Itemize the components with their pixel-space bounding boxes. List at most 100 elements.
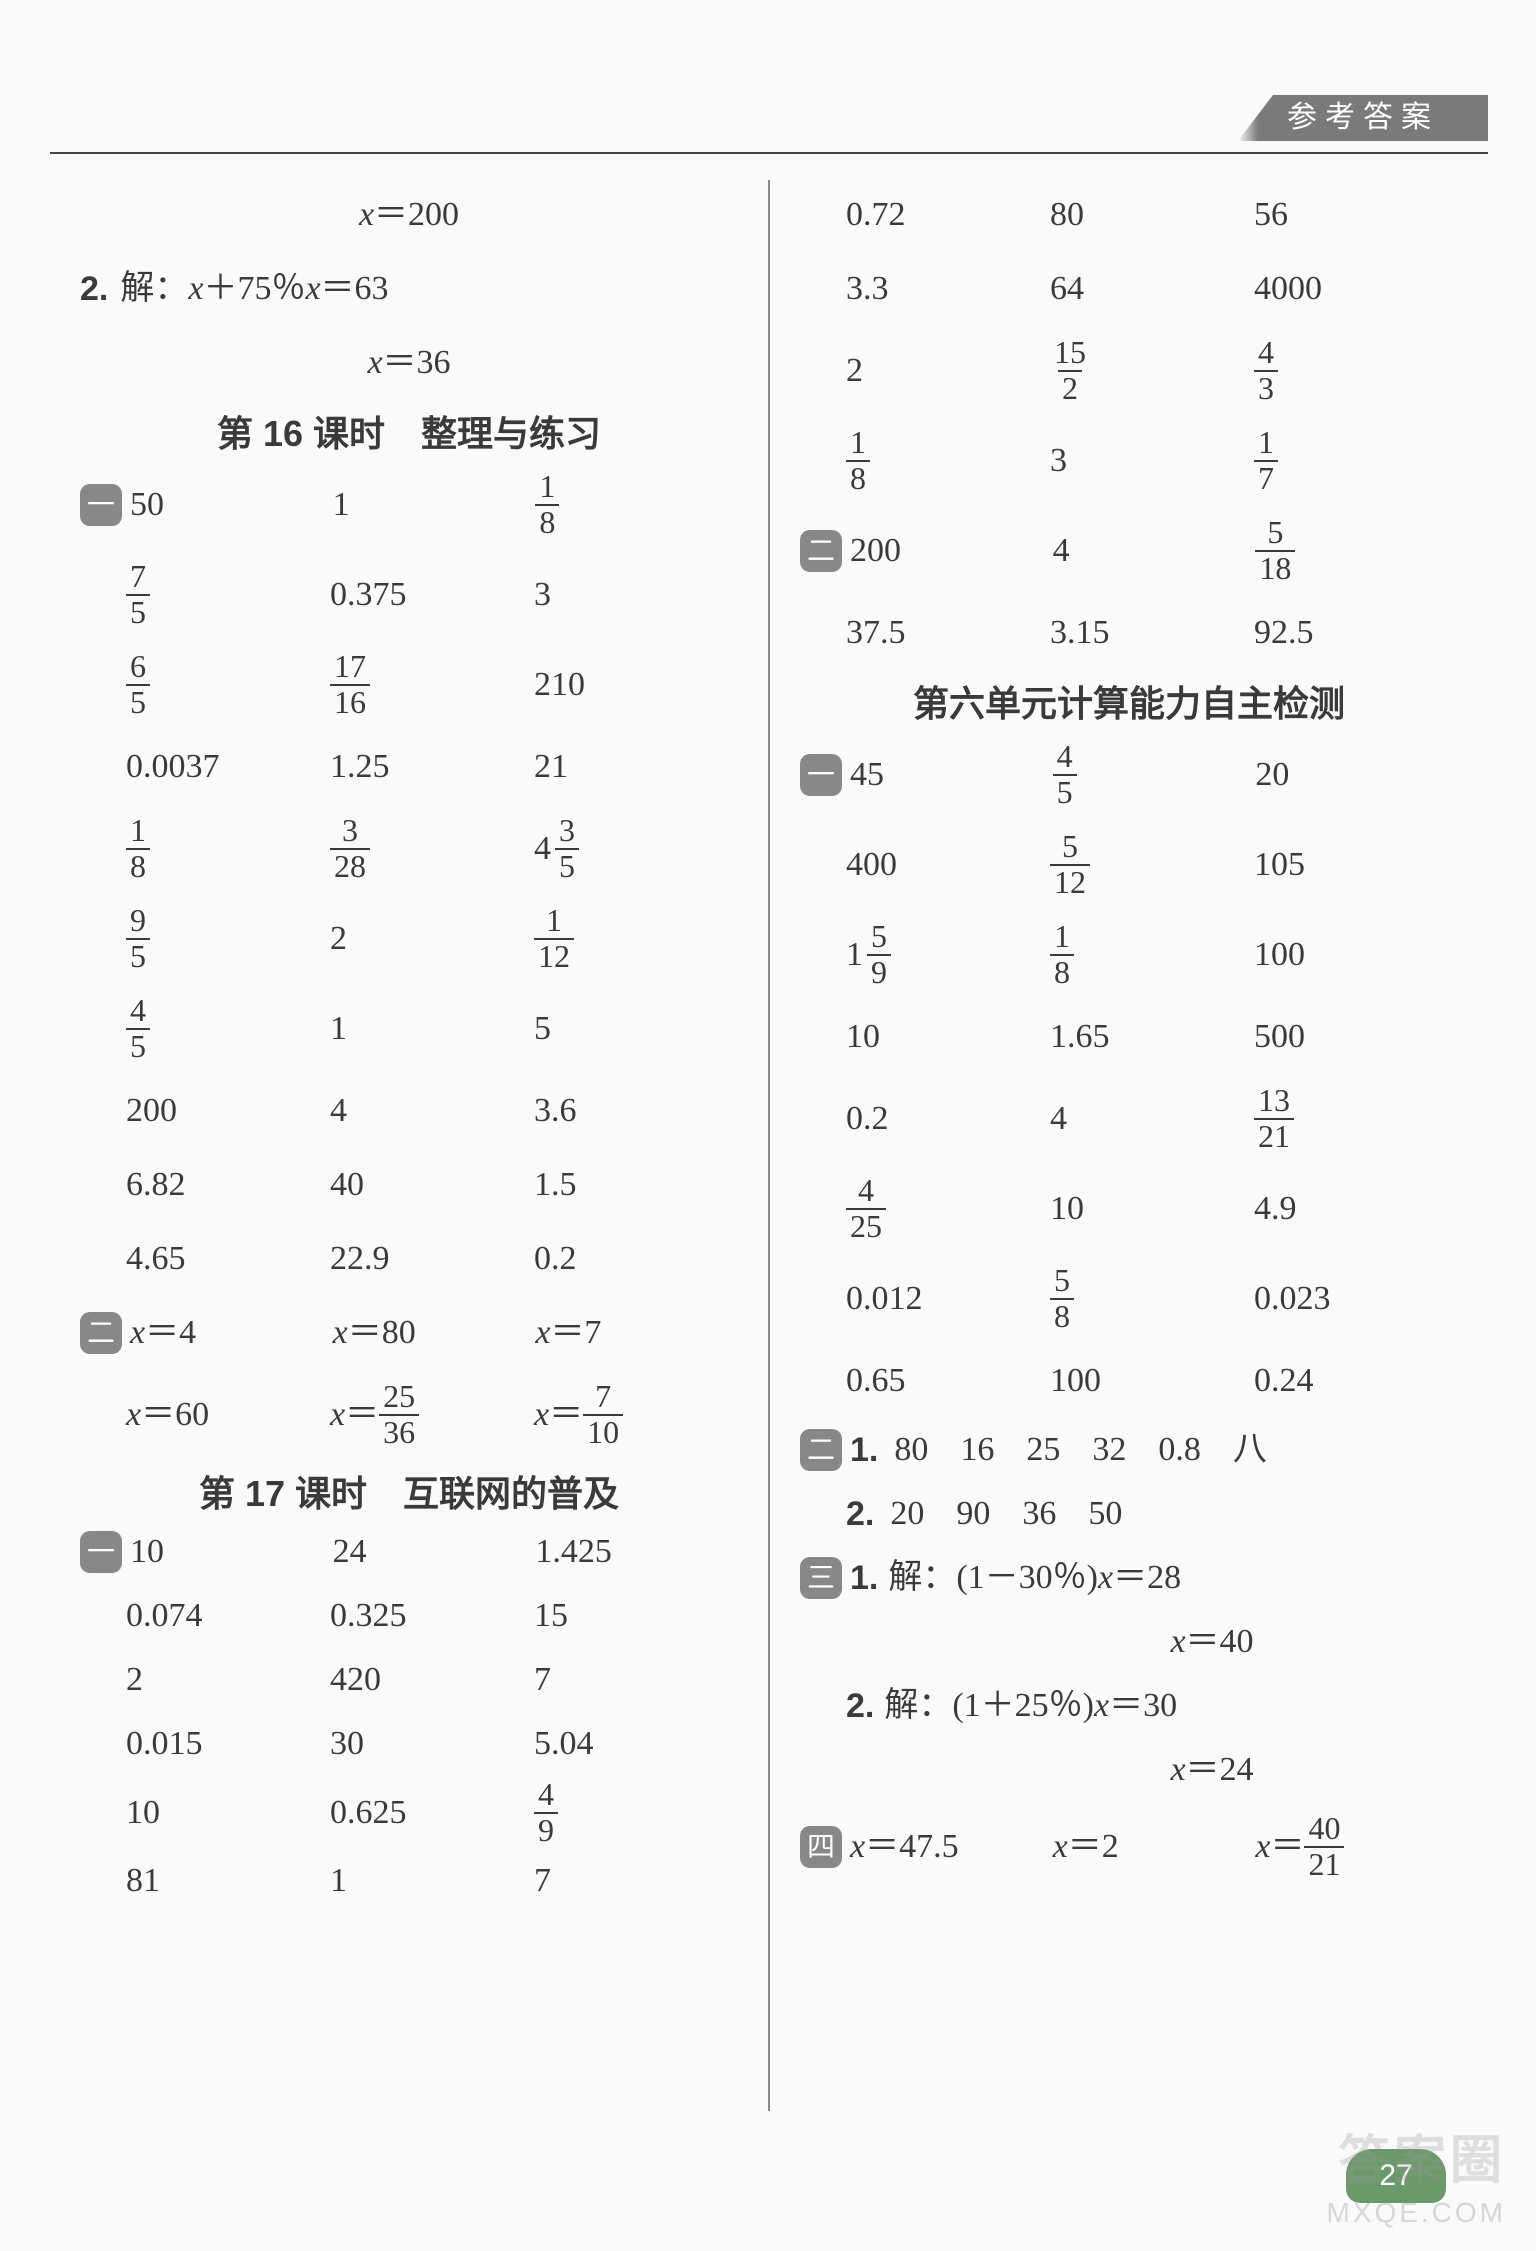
section-title: 第六单元计算能力自主检测 xyxy=(800,686,1458,722)
answer-cell: 18 xyxy=(1050,920,1254,989)
answer-cell: 7 xyxy=(534,1663,738,1697)
answer-cell: 400 xyxy=(846,848,1050,882)
fraction: 35 xyxy=(555,814,579,883)
section-badge: 一 xyxy=(80,1531,122,1573)
fraction: 1321 xyxy=(1254,1084,1294,1153)
section-badge: 一 xyxy=(80,484,122,526)
fraction: 328 xyxy=(330,814,370,883)
answer-row: 425104.9 xyxy=(846,1166,1458,1252)
answer-group-3: 一10241.4250.0740.32515242070.015305.0410… xyxy=(80,1522,738,1911)
answer-cell: 4000 xyxy=(1254,272,1458,306)
answer-value: 32 xyxy=(1092,1433,1126,1467)
fraction: 710 xyxy=(583,1380,623,1449)
answer-cell: 0.325 xyxy=(330,1599,534,1633)
answer-group-3: 二 1. 801625320.8八 2. 20903650 xyxy=(800,1420,1458,1544)
answer-row: 8117 xyxy=(126,1851,738,1911)
answer-group-1: 二200451837.53.1592.5 xyxy=(800,508,1458,668)
answer-cell: 92.5 xyxy=(1254,616,1458,650)
answer-cell: 512 xyxy=(1050,830,1254,899)
answer-cell: 100 xyxy=(1254,938,1458,972)
answer-row: 0.015305.04 xyxy=(126,1714,738,1774)
section-title: 第 16 课时 整理与练习 xyxy=(80,416,738,452)
answer-cell: 64 xyxy=(1050,272,1254,306)
answer-value: 80 xyxy=(894,1433,928,1467)
answer-cell: 4.9 xyxy=(1254,1192,1458,1226)
answer-row: 一50118 xyxy=(126,462,738,548)
header-rule xyxy=(50,152,1488,154)
answer-value: 25 xyxy=(1026,1433,1060,1467)
answer-row: 18317 xyxy=(846,418,1458,504)
sequence-row: 2. 20903650 xyxy=(846,1484,1458,1544)
answer-cell: 0.24 xyxy=(1254,1364,1458,1398)
problem-line: 2. 解： x＋75％x＝63 xyxy=(80,254,738,324)
fraction: 18 xyxy=(126,814,150,883)
answer-cell: 1 xyxy=(330,1864,534,1898)
answer-row: 18328435 xyxy=(126,806,738,892)
fraction: 65 xyxy=(126,650,150,719)
answer-cell: 1 xyxy=(333,488,536,522)
answer-value: 90 xyxy=(956,1497,990,1531)
item-number: 1. xyxy=(850,1561,878,1595)
answer-cell: 7 xyxy=(534,1864,738,1898)
answer-sequence: 801625320.8八 xyxy=(894,1433,1267,1467)
answer-group-2: 一45452040051210515918100101.655000.24132… xyxy=(800,732,1458,1416)
answer-cell: 30 xyxy=(330,1727,534,1761)
answer-cell: 425 xyxy=(846,1174,1050,1243)
fraction: 43 xyxy=(1254,336,1278,405)
answer-group-2: 二x＝4x＝80x＝7x＝60x＝2536x＝710 xyxy=(80,1298,738,1458)
solution-prefix: 解： xyxy=(120,272,188,306)
answer-row: 一10241.425 xyxy=(126,1522,738,1582)
watermark-url: MXQE.COM xyxy=(1326,2197,1506,2229)
equation-line: x＝24 xyxy=(846,1740,1458,1800)
problem-line: 2. 解： (1＋25％)x＝30 xyxy=(846,1676,1458,1736)
answer-cell: 80 xyxy=(1050,198,1254,232)
answer-group-1: 一50118750.37536517162100.00371.252118328… xyxy=(80,462,738,1294)
answer-cell: 15 xyxy=(534,1599,738,1633)
content-area: x＝200 2. 解： x＋75％x＝63 x＝36 第 16 课时 整理与练习… xyxy=(50,180,1488,2111)
fraction: 2536 xyxy=(379,1380,419,1449)
answer-row: 15918100 xyxy=(846,912,1458,998)
problem-line: 三 1. 解： (1－30％)x＝28 xyxy=(846,1548,1458,1608)
answer-cell: 3.6 xyxy=(534,1094,738,1128)
answer-cell: 50 xyxy=(130,488,333,522)
answer-cell: 3 xyxy=(1050,444,1254,478)
answer-cell: x＝47.5 xyxy=(850,1830,1053,1864)
answer-cell: 1.65 xyxy=(1050,1020,1254,1054)
watermark-text: 答案圈 xyxy=(1338,2118,1506,2193)
answer-cell: 4.65 xyxy=(126,1242,330,1276)
fraction: 112 xyxy=(534,904,574,973)
answer-cell: 0.2 xyxy=(534,1242,738,1276)
section-badge: 一 xyxy=(800,754,842,796)
fraction: 45 xyxy=(126,994,150,1063)
answer-cell: 95 xyxy=(126,904,330,973)
answer-row: 0.241321 xyxy=(846,1076,1458,1162)
answer-cell: 112 xyxy=(534,904,738,973)
answer-cell: 24 xyxy=(333,1535,536,1569)
answer-row: 6.82401.5 xyxy=(126,1150,738,1220)
answer-row: 0.0740.32515 xyxy=(126,1586,738,1646)
answer-cell: 420 xyxy=(330,1663,534,1697)
header-tab: 参考答案 xyxy=(1238,95,1488,141)
answer-cell: 0.023 xyxy=(1254,1282,1458,1316)
answer-cell: 210 xyxy=(534,668,738,702)
answer-cell: 100 xyxy=(1050,1364,1254,1398)
answer-cell: 4 xyxy=(1053,534,1256,568)
answer-row: 651716210 xyxy=(126,642,738,728)
answer-value: 20 xyxy=(890,1497,924,1531)
answer-cell: 105 xyxy=(1254,848,1458,882)
solution-prefix: 解： xyxy=(884,1689,952,1723)
answer-row: 4.6522.90.2 xyxy=(126,1224,738,1294)
equation-line: x＝40 xyxy=(846,1612,1458,1672)
answer-cell: 45 xyxy=(850,758,1053,792)
answer-row: x＝60x＝2536x＝710 xyxy=(126,1372,738,1458)
answer-cell: 159 xyxy=(846,920,1050,989)
answer-cell: 17 xyxy=(1254,426,1458,495)
answer-row: 952112 xyxy=(126,896,738,982)
answer-cell: 81 xyxy=(126,1864,330,1898)
answer-row: 四x＝47.5x＝2x＝4021 xyxy=(846,1804,1458,1890)
answer-cell: 2 xyxy=(126,1663,330,1697)
equation-line: x＝200 xyxy=(80,180,738,250)
answer-value: 36 xyxy=(1022,1497,1056,1531)
answer-row: 4515 xyxy=(126,986,738,1072)
answer-cell: 75 xyxy=(126,560,330,629)
